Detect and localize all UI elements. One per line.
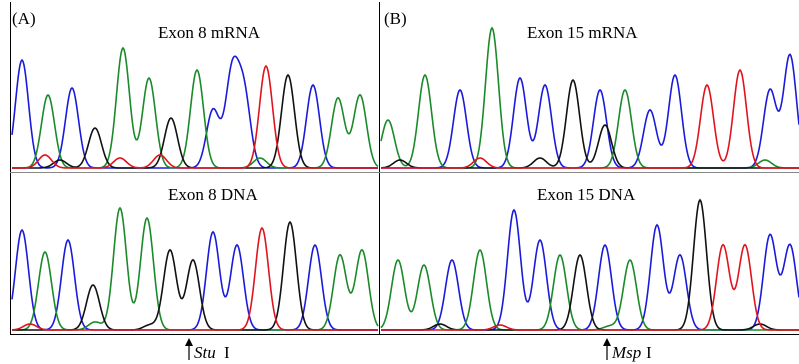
trace (381, 250, 799, 330)
trace (12, 75, 378, 168)
trace-label: Exon 8 DNA (168, 185, 258, 204)
trace-label: Exon 15 mRNA (527, 23, 638, 42)
trace-label: Exon 8 mRNA (158, 23, 261, 42)
trace (381, 70, 799, 168)
trace (381, 245, 799, 330)
trace (12, 66, 378, 168)
trace-label: Exon 15 DNA (537, 185, 636, 204)
arrow (185, 338, 611, 360)
trace (381, 200, 799, 330)
panel-letter: (A) (12, 9, 36, 28)
panel-letter: (B) (384, 9, 407, 28)
trace (12, 222, 378, 330)
trace (381, 54, 799, 168)
enzyme-suffix: I (224, 343, 230, 362)
enzyme-name: Stu (194, 343, 216, 362)
trace (381, 80, 799, 168)
enzyme-suffix: I (646, 343, 652, 362)
figure: (A) Exon 8 mRNA Exon 8 DNA (B) Exon 15 m… (0, 0, 799, 364)
trace (381, 210, 799, 330)
trace (12, 230, 378, 330)
enzyme-name: Msp (611, 343, 641, 362)
chromatograms (12, 28, 799, 330)
trace (12, 208, 378, 330)
